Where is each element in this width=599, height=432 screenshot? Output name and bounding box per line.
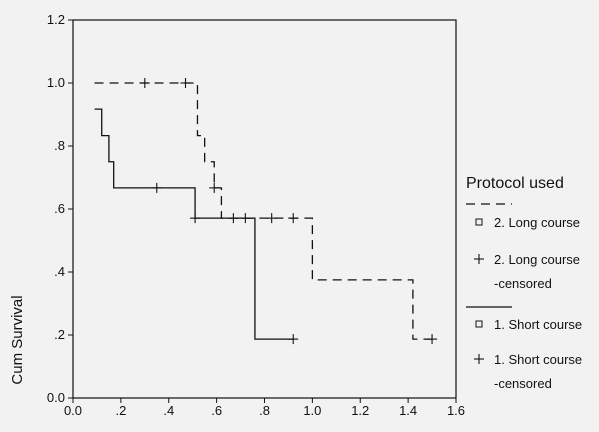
x-tick-label: .8 [259,403,270,418]
legend-label-long: 2. Long course [494,215,580,230]
y-tick-label: 0.0 [47,390,65,405]
legend-label-short-censored-2: -censored [494,376,552,391]
x-tick-label: 1.2 [351,403,369,418]
x-tick-label: .4 [163,403,174,418]
legend-label-short-censored: 1. Short course [494,352,582,367]
x-tick-label: 1.0 [303,403,321,418]
x-tick-label: 1.6 [447,403,465,418]
y-tick-label: 1.0 [47,75,65,90]
legend-label-long-censored-2: -censored [494,276,552,291]
y-axis-label: Cum Survival [9,295,26,384]
y-tick-label: .4 [54,264,65,279]
x-axis-ticks: 0.0 .2 .4 .6 .8 1.0 1.2 1.4 1.6 [64,398,465,418]
legend-plus-short-censored [474,354,484,364]
legend-plus-long-censored [474,254,484,264]
y-tick-label: 1.2 [47,12,65,27]
y-tick-label: .6 [54,201,65,216]
x-tick-label: .2 [115,403,126,418]
legend-title: Protocol used [466,175,564,192]
plot-frame [73,20,456,398]
y-axis-ticks: 0.0 .2 .4 .6 .8 1.0 1.2 [47,12,73,405]
x-tick-label: 1.4 [399,403,417,418]
y-tick-label: .2 [54,327,65,342]
legend-label-short: 1. Short course [494,317,582,332]
x-tick-label: 0.0 [64,403,82,418]
x-tick-label: .6 [211,403,222,418]
y-tick-label: .8 [54,138,65,153]
legend-square-short [476,321,482,327]
legend: Protocol used 2. Long course 2. Long cou… [466,175,582,391]
legend-label-long-censored: 2. Long course [494,252,580,267]
legend-square-long [476,219,482,225]
